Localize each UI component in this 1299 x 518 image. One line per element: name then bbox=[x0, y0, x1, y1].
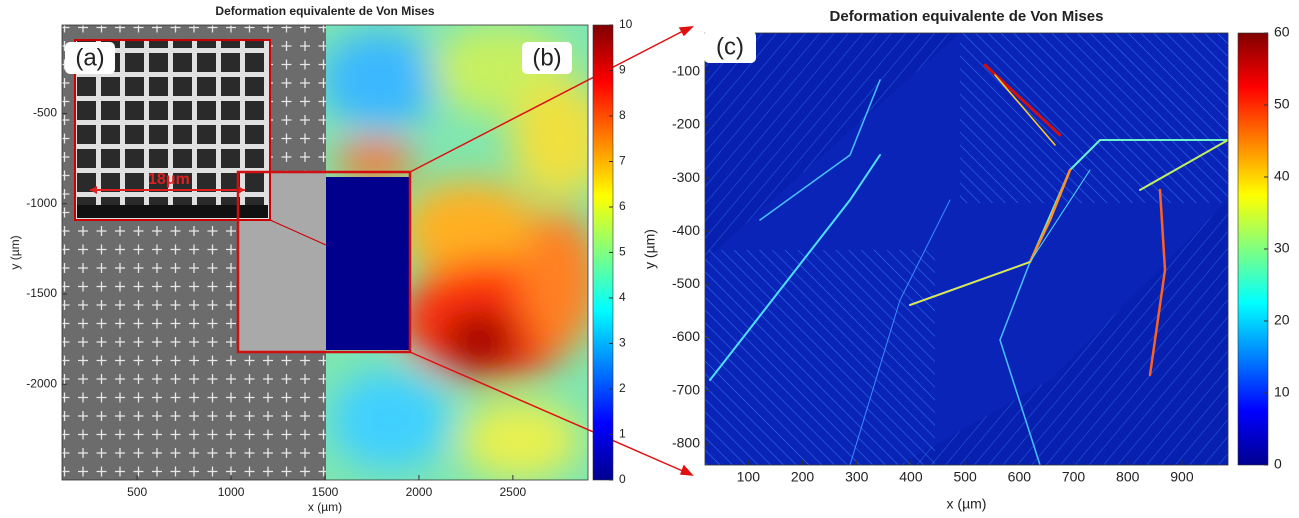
colorbar-tick-label: 3 bbox=[619, 336, 626, 350]
colorbar-tick-label: 10 bbox=[619, 17, 633, 31]
y-tick-label: -500 bbox=[672, 275, 700, 291]
colorbar-tick-label: 9 bbox=[619, 63, 626, 77]
colorbar-tick-label: 60 bbox=[1274, 24, 1290, 40]
y-tick-label: -2000 bbox=[26, 376, 57, 390]
plot-frame bbox=[704, 32, 1229, 466]
x-tick-label: 300 bbox=[845, 469, 869, 485]
x-tick-label: 400 bbox=[899, 469, 923, 485]
panel-label: (a) bbox=[75, 44, 104, 71]
x-axis-label: x (µm) bbox=[308, 500, 342, 514]
y-axis-label: y (µm) bbox=[8, 235, 22, 269]
y-tick-label: -1500 bbox=[26, 286, 57, 300]
colorbar-tick-label: 30 bbox=[1274, 240, 1290, 256]
x-tick-label: 2000 bbox=[406, 485, 433, 499]
colorbar-tick-label: 1 bbox=[619, 427, 626, 441]
y-tick-label: -100 bbox=[672, 62, 700, 78]
chart-title: Deformation equivalente de Von Mises bbox=[215, 4, 434, 18]
colorbar-tick-label: 4 bbox=[619, 290, 626, 304]
x-tick-label: 700 bbox=[1062, 469, 1086, 485]
x-tick-label: 1500 bbox=[312, 485, 339, 499]
colorbar-tick-label: 7 bbox=[619, 154, 626, 168]
panel-label: (b) bbox=[532, 44, 561, 71]
colorbar-tick-label: 50 bbox=[1274, 96, 1290, 112]
panel-label-box bbox=[522, 42, 572, 74]
x-tick-label: 800 bbox=[1116, 469, 1140, 485]
x-tick-label: 600 bbox=[1008, 469, 1032, 485]
colorbar-tick-label: 40 bbox=[1274, 168, 1290, 184]
y-tick-label: -400 bbox=[672, 222, 700, 238]
colorbar-tick-label: 5 bbox=[619, 245, 626, 259]
panel-label-box bbox=[704, 31, 756, 63]
x-tick-label: 200 bbox=[791, 469, 815, 485]
y-tick-label: -600 bbox=[672, 328, 700, 344]
chart-title: Deformation equivalente de Von Mises bbox=[830, 8, 1104, 25]
y-tick-label: -700 bbox=[672, 381, 700, 397]
colorbar bbox=[1237, 32, 1269, 466]
colorbar-tick-label: 8 bbox=[619, 108, 626, 122]
annotation: 18μm bbox=[148, 171, 190, 188]
heatmap-image bbox=[62, 25, 588, 480]
y-tick-label: -200 bbox=[672, 116, 700, 132]
y-tick-label: -300 bbox=[672, 169, 700, 185]
panel-label: (c) bbox=[716, 33, 744, 60]
y-axis-label: y (µm) bbox=[642, 229, 658, 269]
x-tick-label: 100 bbox=[737, 469, 761, 485]
colorbar-tick-label: 0 bbox=[619, 472, 626, 486]
y-tick-label: -1000 bbox=[26, 196, 57, 210]
colorbar-tick-label: 20 bbox=[1274, 312, 1290, 328]
colorbar-tick-label: 2 bbox=[619, 381, 626, 395]
colorbar-tick-label: 6 bbox=[619, 199, 626, 213]
heatmap-image bbox=[705, 33, 1228, 465]
x-tick-label: 1000 bbox=[218, 485, 245, 499]
x-tick-label: 2500 bbox=[500, 485, 527, 499]
y-tick-label: -500 bbox=[33, 106, 57, 120]
zoom-arrows bbox=[409, 26, 694, 476]
colorbar-tick-label: 0 bbox=[1274, 456, 1282, 472]
x-tick-label: 500 bbox=[953, 469, 977, 485]
x-tick-label: 500 bbox=[127, 485, 147, 499]
x-tick-label: 900 bbox=[1170, 469, 1194, 485]
colorbar-tick-label: 10 bbox=[1274, 384, 1290, 400]
y-tick-label: -800 bbox=[672, 434, 700, 450]
x-axis-label: x (µm) bbox=[947, 496, 987, 512]
panel-label-box bbox=[65, 42, 115, 74]
